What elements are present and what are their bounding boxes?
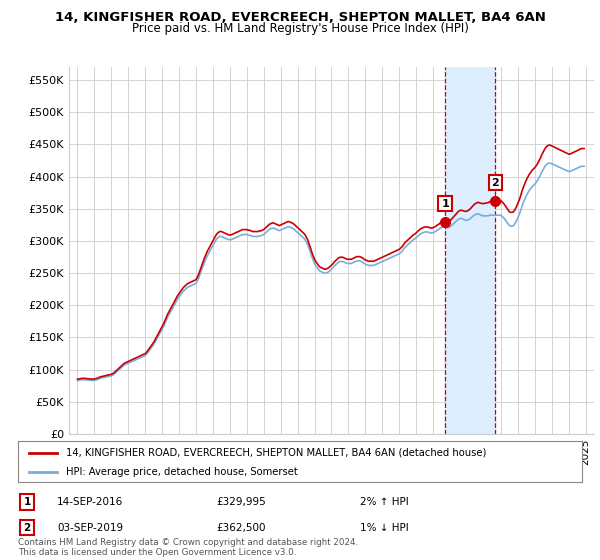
Text: 1: 1 [441,199,449,209]
Text: 1: 1 [23,497,31,507]
Text: 1% ↓ HPI: 1% ↓ HPI [360,522,409,533]
Text: Price paid vs. HM Land Registry's House Price Index (HPI): Price paid vs. HM Land Registry's House … [131,22,469,35]
Text: 14-SEP-2016: 14-SEP-2016 [57,497,123,507]
Text: £362,500: £362,500 [216,522,265,533]
Text: 2% ↑ HPI: 2% ↑ HPI [360,497,409,507]
Text: 03-SEP-2019: 03-SEP-2019 [57,522,123,533]
Text: Contains HM Land Registry data © Crown copyright and database right 2024.
This d: Contains HM Land Registry data © Crown c… [18,538,358,557]
Text: 14, KINGFISHER ROAD, EVERCREECH, SHEPTON MALLET, BA4 6AN (detached house): 14, KINGFISHER ROAD, EVERCREECH, SHEPTON… [66,447,487,458]
Text: 2: 2 [23,522,31,533]
Text: £329,995: £329,995 [216,497,266,507]
Bar [445,67,495,434]
Text: 2: 2 [491,178,499,188]
Text: HPI: Average price, detached house, Somerset: HPI: Average price, detached house, Some… [66,466,298,477]
Text: 14, KINGFISHER ROAD, EVERCREECH, SHEPTON MALLET, BA4 6AN: 14, KINGFISHER ROAD, EVERCREECH, SHEPTON… [55,11,545,24]
